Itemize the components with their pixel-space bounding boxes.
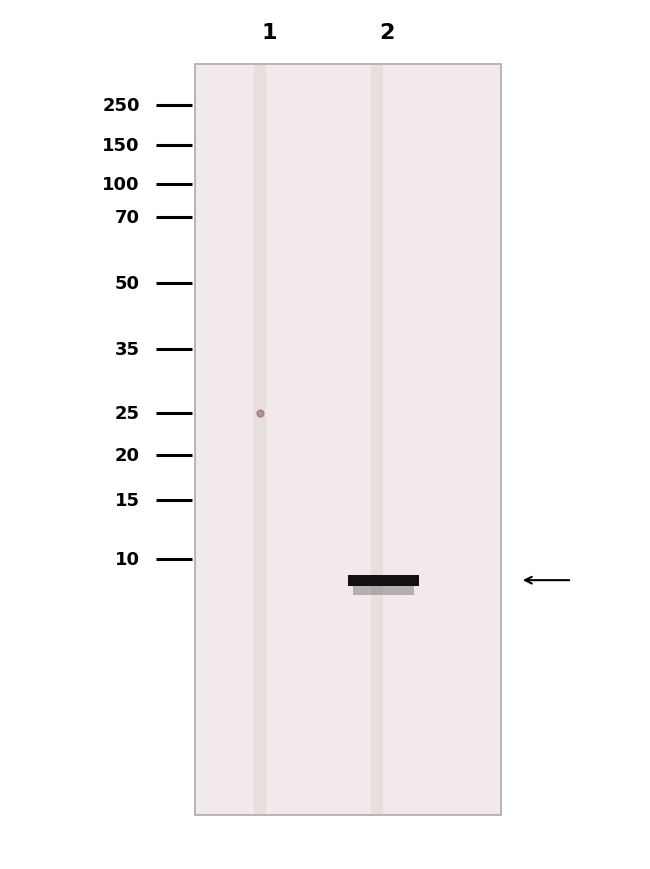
Text: 25: 25 <box>115 405 140 422</box>
Text: 70: 70 <box>115 209 140 227</box>
Bar <box>195 65 500 815</box>
Text: 100: 100 <box>102 176 140 194</box>
Text: 35: 35 <box>115 341 140 358</box>
Text: 250: 250 <box>102 97 140 115</box>
Bar <box>371 65 383 815</box>
Bar <box>254 65 266 815</box>
Text: 10: 10 <box>115 551 140 568</box>
Text: 20: 20 <box>115 447 140 464</box>
Text: 2: 2 <box>379 23 395 43</box>
Text: 15: 15 <box>115 492 140 509</box>
Text: 150: 150 <box>102 137 140 155</box>
Bar <box>348 575 419 586</box>
Bar <box>353 586 414 594</box>
Text: 50: 50 <box>115 275 140 292</box>
Text: 1: 1 <box>262 23 278 43</box>
